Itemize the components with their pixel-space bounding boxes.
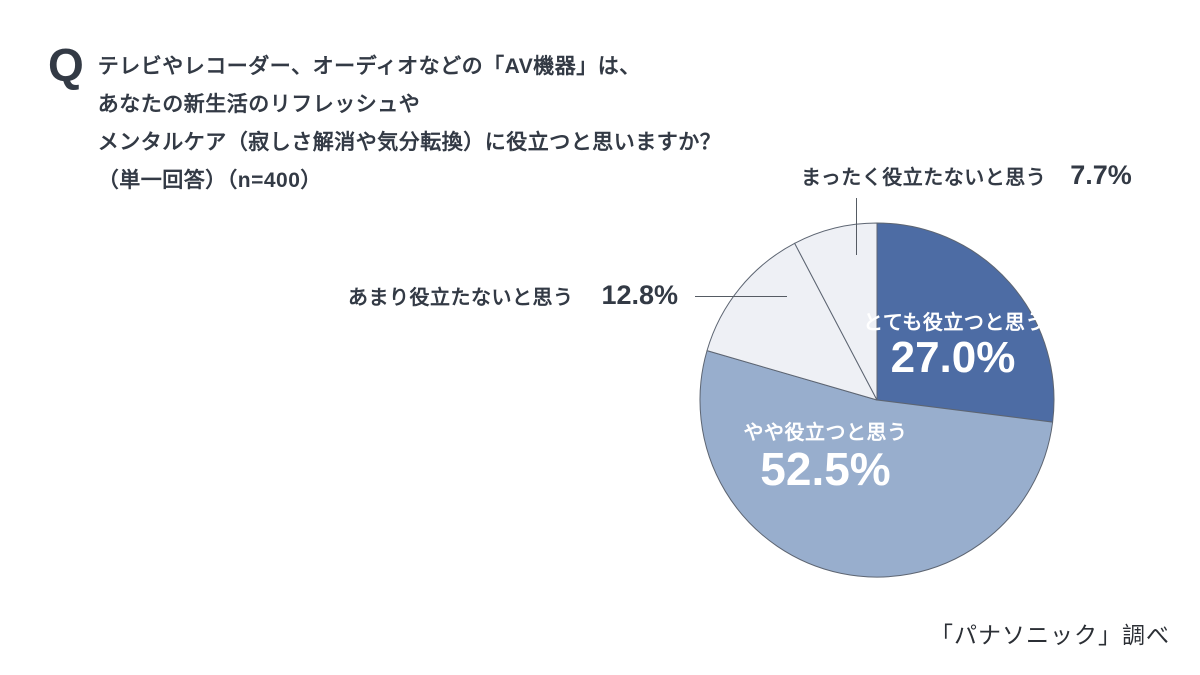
question-line-2: あなたの新生活のリフレッシュや bbox=[97, 93, 421, 116]
question-line-4: （単一回答）（n=400） bbox=[97, 169, 322, 192]
question-block: Q テレビやレコーダー、オーディオなどの「AV機器」は、 あなたの新生活のリフレ… bbox=[48, 42, 721, 200]
pie-label-mattaku-value: 7.7% bbox=[1070, 160, 1132, 190]
pie-label-amari-value: 12.8% bbox=[601, 280, 679, 310]
pie-chart-area bbox=[697, 220, 1057, 580]
question-line-1: テレビやレコーダー、オーディオなどの「AV機器」は、 bbox=[97, 55, 641, 78]
pie-label-amari-text: あまり役立たないと思う bbox=[348, 287, 574, 309]
pie-label-mattaku: まったく役立たないと思う 7.7% bbox=[801, 160, 1132, 191]
pie-slice-3 bbox=[706, 242, 878, 401]
leader-line-amari bbox=[695, 296, 787, 297]
source-note: 「パナソニック」調べ bbox=[930, 622, 1170, 648]
pie-label-mattaku-text: まったく役立たないと思う bbox=[801, 167, 1047, 189]
question-mark-q: Q bbox=[48, 39, 84, 91]
question-line-3: メンタルケア（寂しさ解消や気分転換）に役立つと思いますか？ bbox=[97, 131, 722, 154]
leader-line-mattaku bbox=[856, 198, 857, 255]
pie-chart bbox=[699, 222, 1055, 578]
question-text: テレビやレコーダー、オーディオなどの「AV機器」は、 あなたの新生活のリフレッシ… bbox=[98, 42, 722, 200]
pie-label-amari: あまり役立たないと思う 12.8% bbox=[348, 280, 678, 311]
pie-slice-4 bbox=[794, 222, 878, 401]
pie-slice-1 bbox=[876, 222, 1055, 423]
pie-slice-2 bbox=[699, 350, 1054, 578]
